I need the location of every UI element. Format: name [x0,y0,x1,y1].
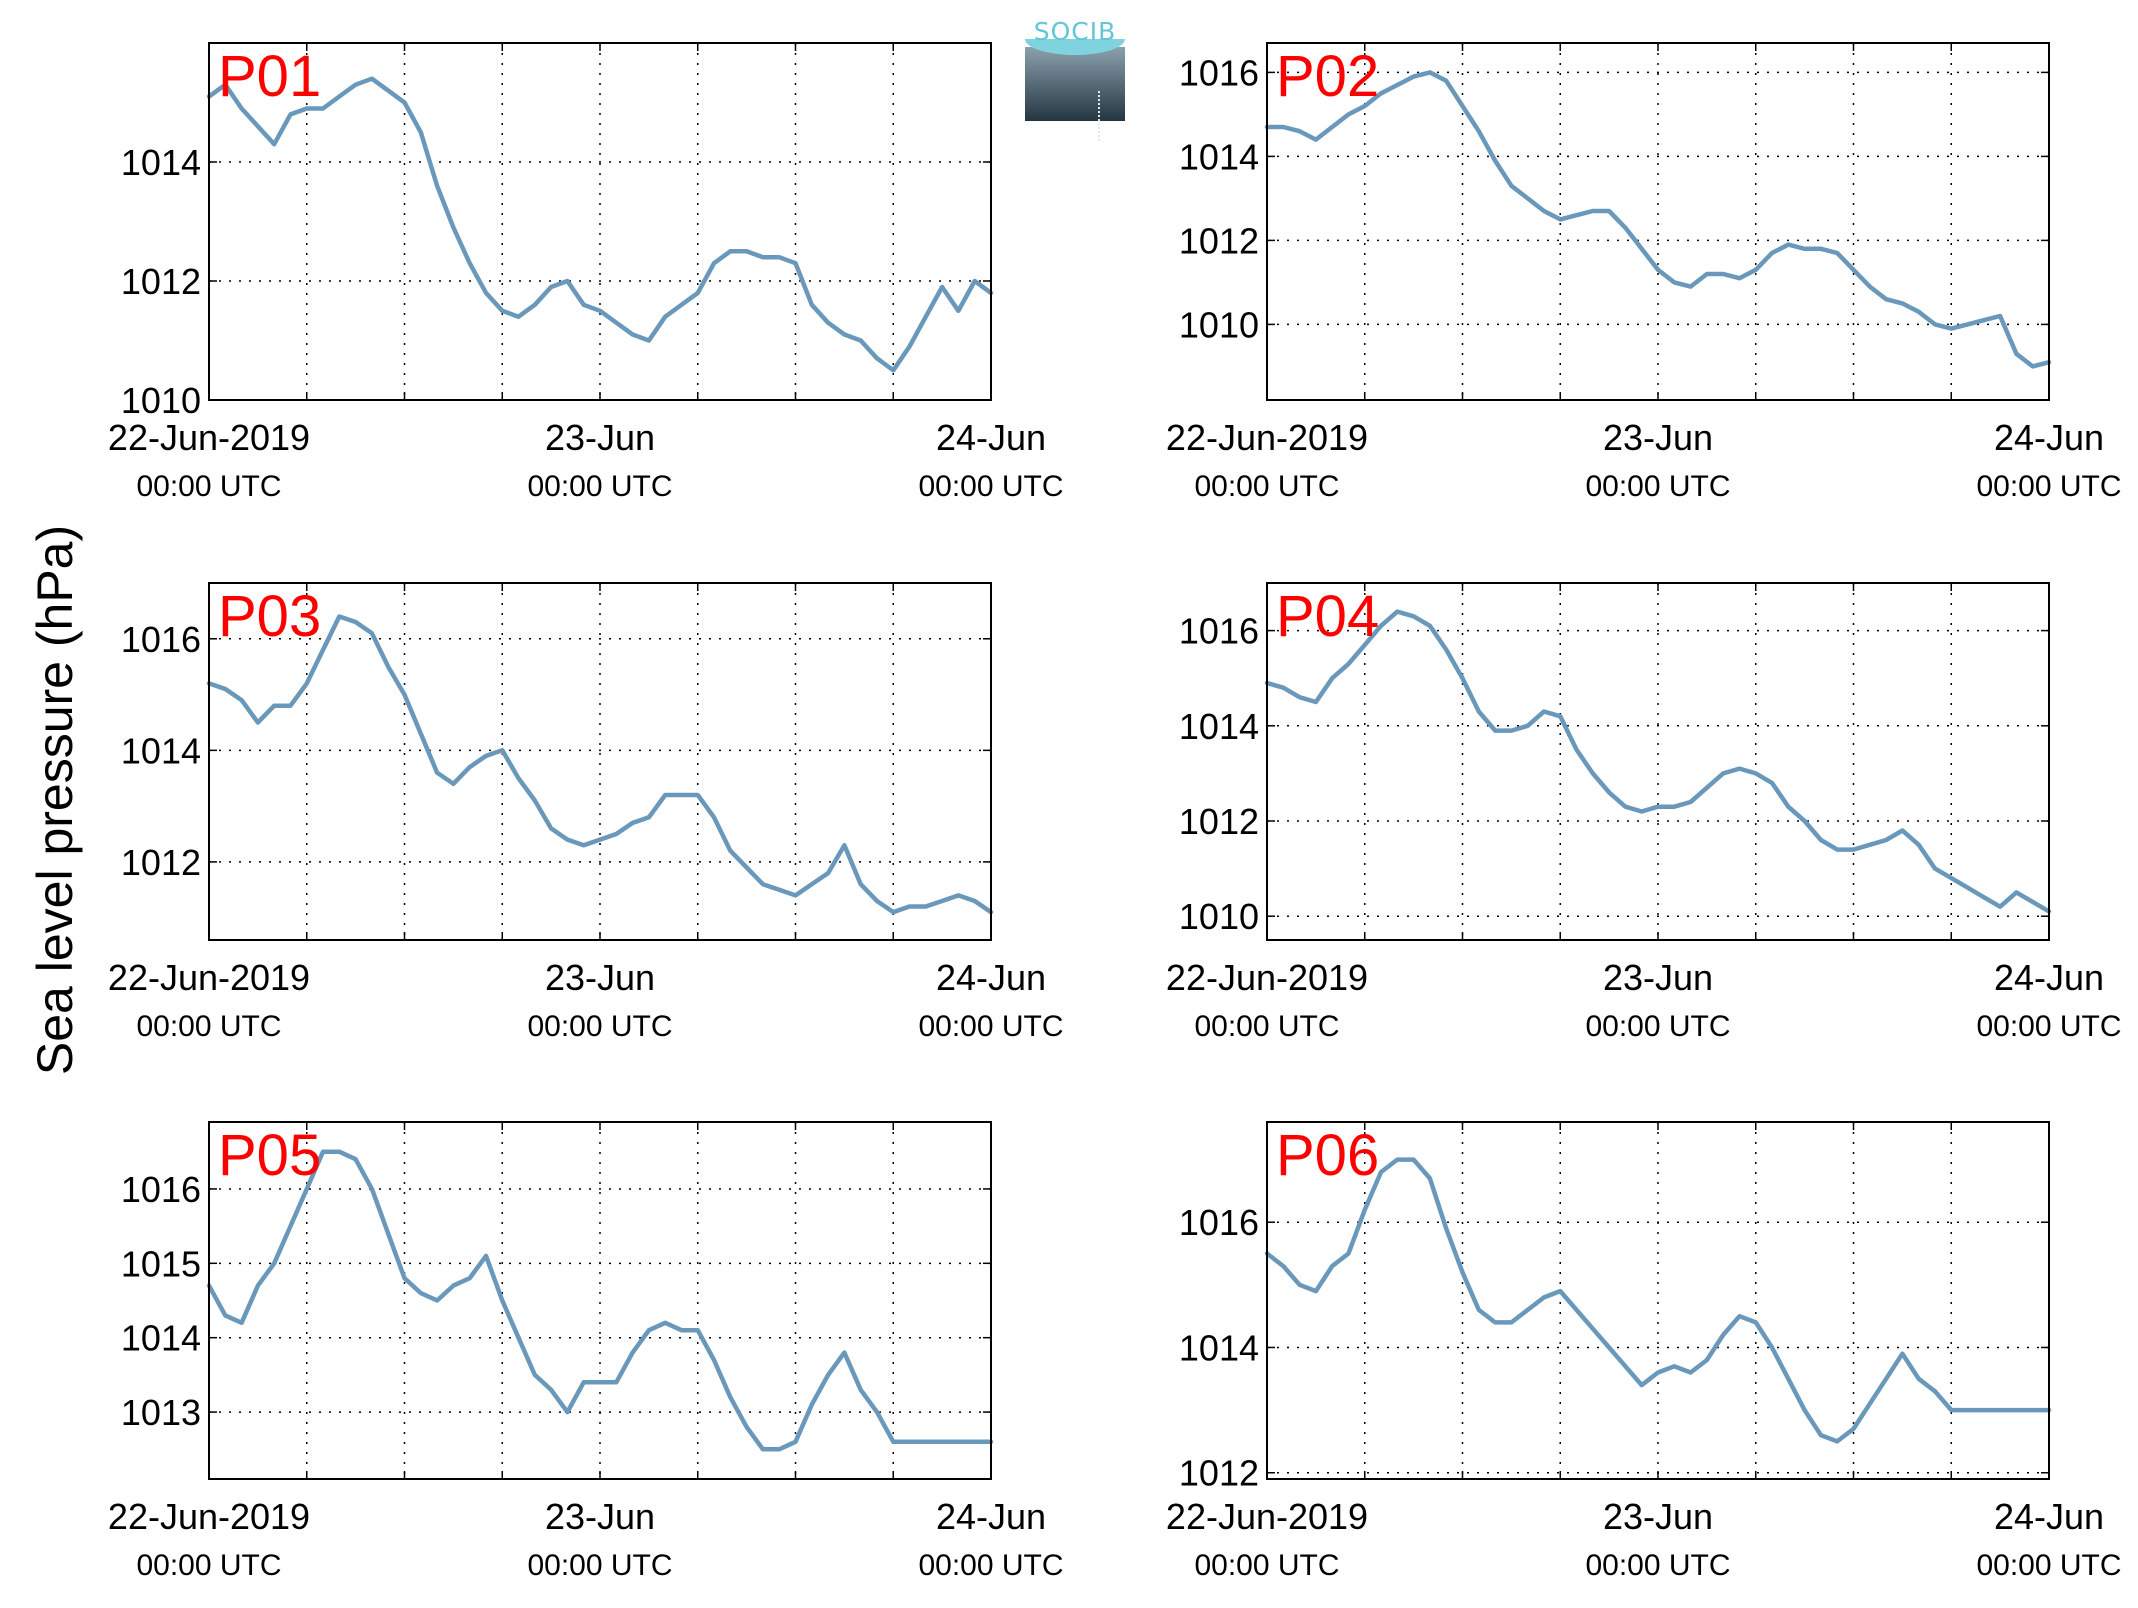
panel-title: P04 [1276,584,1379,649]
series-line [206,76,994,373]
y-tick-label: 1013 [121,1392,201,1433]
y-tick-label: 1012 [121,842,201,883]
x-tick-label-time: 00:00 UTC [1194,1549,1339,1582]
x-tick-label-date: 23-Jun [1603,957,1713,998]
x-tick-label-time: 00:00 UTC [1976,470,2121,503]
x-tick-label-date: 24-Jun [936,957,1046,998]
plot-frame [1266,42,2050,401]
plot-frame [208,42,992,401]
x-tick-label-time: 00:00 UTC [1976,1549,2121,1582]
panel-title: P01 [218,44,321,109]
panel-p06: 1012 1014 1016 P06 22-Jun-2019 00:00 UTC 23-Ju… [1166,1121,2122,1582]
x-tick-label-time: 00:00 UTC [1194,470,1339,503]
series-line [1264,70,2052,369]
x-tick-label-date: 23-Jun [1603,1496,1713,1537]
logo-gradient [1025,47,1125,141]
panel-title: P03 [218,584,321,649]
x-tick-label-date: 23-Jun [545,1496,655,1537]
y-tick-label: 1012 [1179,1453,1259,1494]
x-tick-label-date: 24-Jun [936,1496,1046,1537]
x-tick-label-time: 00:00 UTC [136,1549,281,1582]
y-tick-label: 1016 [121,619,201,660]
y-tick-label: 1010 [1179,896,1259,937]
y-tick-label: 1014 [121,730,201,771]
y-tick-label: 1010 [121,380,201,421]
x-tick-label-date: 23-Jun [1603,417,1713,458]
plot-frame [1266,582,2050,941]
x-tick-label-date: 22-Jun-2019 [108,957,310,998]
x-tick-label-date: 22-Jun-2019 [1166,1496,1368,1537]
panel-p04: 1010 1012 1014 1016 P04 22-Jun-2019 00:00 UTC 2… [1166,582,2122,1043]
y-tick-label: 1016 [1179,1202,1259,1243]
x-tick-label-time: 00:00 UTC [1976,1010,2121,1043]
y-tick-label: 1014 [1179,136,1259,177]
x-tick-label-time: 00:00 UTC [1194,1010,1339,1043]
logo-text: SOCIB [1033,17,1117,46]
y-tick-label: 1010 [1179,304,1259,345]
socib-logo: SOCIB [1025,17,1125,141]
panel-p02: 1010 1012 1014 1016 P02 22-Jun-2019 00:00 UTC 2… [1166,42,2122,503]
y-tick-label: 1014 [1179,706,1259,747]
x-tick-label-time: 00:00 UTC [918,470,1063,503]
x-tick-label-date: 24-Jun [1994,957,2104,998]
panel-p01: 1010 1012 1014 P01 22-Jun-2019 00:00 UTC 23-Ju… [108,42,1064,503]
x-tick-label-time: 00:00 UTC [1585,470,1730,503]
plot-frame [208,582,992,941]
series-line [1264,609,2052,914]
logo-wave [1025,39,1125,55]
series-line [206,1149,994,1452]
plot-frame [208,1121,992,1480]
x-tick-label-time: 00:00 UTC [527,470,672,503]
x-tick-label-time: 00:00 UTC [918,1010,1063,1043]
x-tick-label-time: 00:00 UTC [136,470,281,503]
x-tick-label-time: 00:00 UTC [918,1549,1063,1582]
y-tick-label: 1012 [121,261,201,302]
plot-frame [1266,1121,2050,1480]
x-tick-label-time: 00:00 UTC [136,1010,281,1043]
x-tick-label-date: 24-Jun [1994,417,2104,458]
series-line [206,614,994,915]
x-tick-label-date: 22-Jun-2019 [1166,417,1368,458]
panel-title: P02 [1276,44,1379,109]
x-tick-label-date: 23-Jun [545,417,655,458]
y-tick-label: 1015 [121,1243,201,1284]
y-tick-label: 1014 [121,1318,201,1359]
x-tick-label-date: 22-Jun-2019 [108,1496,310,1537]
panel-p03: 1012 1014 1016 P03 22-Jun-2019 00:00 UTC 23-Ju… [108,582,1064,1043]
y-tick-label: 1016 [1179,611,1259,652]
y-tick-label: 1014 [1179,1327,1259,1368]
y-tick-label: 1014 [121,142,201,183]
x-tick-label-date: 22-Jun-2019 [1166,957,1368,998]
y-tick-label: 1016 [121,1169,201,1210]
y-tick-label: 1012 [1179,220,1259,261]
x-tick-label-date: 24-Jun [1994,1496,2104,1537]
panels: 1010 1012 1014 P01 22-Jun-2019 00:00 UTC 23-Ju… [108,42,2122,1582]
x-tick-label-date: 23-Jun [545,957,655,998]
x-tick-label-time: 00:00 UTC [1585,1010,1730,1043]
x-tick-label-date: 24-Jun [936,417,1046,458]
x-tick-label-date: 22-Jun-2019 [108,417,310,458]
series-line [1264,1157,2052,1444]
logo-dash [1098,91,1100,141]
panel-title: P05 [218,1123,321,1188]
panel-p05: 1013 1014 1015 1016 P05 22-Jun-2019 00:00 UTC 2… [108,1121,1064,1582]
y-tick-label: 1012 [1179,801,1259,842]
x-tick-label-time: 00:00 UTC [527,1549,672,1582]
x-tick-label-time: 00:00 UTC [527,1010,672,1043]
y-axis-label: Sea level pressure (hPa) [27,525,83,1075]
y-tick-label: 1016 [1179,52,1259,93]
panel-title: P06 [1276,1123,1379,1188]
x-tick-label-time: 00:00 UTC [1585,1549,1730,1582]
